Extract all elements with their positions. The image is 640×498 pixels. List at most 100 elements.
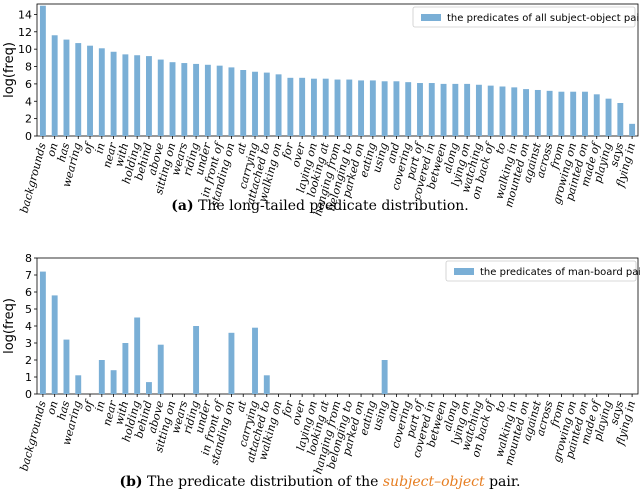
bar-a — [228, 67, 235, 136]
y-axis-label: log(freq) — [2, 298, 17, 354]
bar-a — [193, 63, 200, 136]
bar-a — [299, 77, 306, 136]
y-tick-label: 8 — [25, 61, 32, 74]
y-tick-label: 4 — [25, 320, 32, 333]
bar-b — [98, 360, 105, 394]
x-tick-label: to — [493, 399, 509, 413]
bar-a — [358, 80, 365, 136]
caption-a-text: The long-tailed predicate distribution. — [198, 198, 469, 214]
x-tick-label: in — [92, 399, 107, 413]
bar-a — [204, 64, 211, 136]
y-tick-label: 10 — [18, 43, 32, 56]
bar-a — [464, 83, 471, 136]
caption-b-text-pre: The predicate distribution of the — [147, 474, 379, 490]
legend-box — [445, 260, 637, 282]
bar-a — [393, 81, 400, 136]
y-tick-label: 1 — [25, 371, 32, 384]
x-tick-label: with — [112, 141, 131, 168]
legend-swatch — [454, 268, 474, 275]
bar-a — [252, 71, 258, 136]
legend-box — [412, 6, 636, 28]
bar-a — [181, 63, 188, 137]
bar-b — [39, 271, 46, 394]
y-tick-label: 6 — [25, 286, 32, 299]
bar-b — [122, 343, 129, 394]
bar-a — [63, 39, 70, 136]
x-tick-label: and — [384, 141, 402, 164]
bar-a — [169, 62, 176, 136]
bar-a — [134, 55, 141, 136]
bar-a — [122, 54, 129, 136]
bar-a — [452, 83, 459, 136]
bar-a — [157, 59, 164, 136]
bar-a — [558, 91, 565, 136]
y-tick-label: 0 — [25, 130, 32, 143]
x-tick-label: and — [384, 399, 402, 422]
bar-a — [593, 94, 600, 136]
legend-swatch — [421, 14, 441, 21]
bar-a — [487, 85, 494, 136]
bar-a — [546, 90, 553, 136]
y-tick-label: 5 — [25, 303, 32, 316]
x-tick-label: for — [279, 141, 296, 161]
y-axis-label: log(freq) — [2, 42, 17, 98]
bar-a — [629, 123, 636, 136]
x-tick-label: at — [234, 141, 250, 156]
bar-a — [39, 5, 46, 136]
x-tick-label: with — [112, 399, 131, 426]
bar-a — [334, 79, 341, 136]
legend-label: the predicates of man-board pair — [480, 267, 640, 278]
bar-a — [428, 83, 435, 136]
bar-b — [228, 332, 235, 394]
bar-a — [287, 77, 294, 136]
x-tick-label: over — [289, 399, 308, 427]
caption-b-label: (b) — [119, 474, 143, 490]
bar-b — [146, 382, 152, 394]
y-tick-label: 8 — [25, 252, 32, 265]
bar-a — [240, 70, 247, 136]
bar-a — [381, 81, 388, 136]
bar-a — [570, 91, 577, 136]
legend-label: the predicates of all subject-object pai… — [447, 13, 640, 24]
caption-b-text-italic: subject–object — [382, 474, 485, 490]
bar-a — [346, 79, 353, 136]
bar-a — [511, 87, 518, 136]
bar-b — [134, 317, 141, 394]
caption-b: (b) The predicate distribution of the su… — [0, 474, 640, 490]
bar-a — [369, 80, 376, 136]
bar-a — [322, 78, 329, 136]
x-tick-label: at — [234, 399, 250, 414]
bar-a — [617, 103, 624, 136]
x-tick-label: has — [55, 399, 73, 421]
y-tick-label: 4 — [25, 95, 32, 108]
x-tick-label: in — [92, 141, 107, 155]
bar-a — [87, 45, 93, 136]
bar-a — [310, 78, 317, 136]
bar-a — [605, 98, 612, 136]
bar-a — [582, 91, 588, 136]
y-tick-label: 3 — [25, 337, 32, 350]
bar-b — [75, 375, 82, 394]
bar-a — [523, 89, 529, 136]
y-tick-label: 0 — [25, 388, 32, 401]
bar-a — [475, 84, 482, 136]
bar-a — [75, 43, 82, 136]
bar-a — [417, 83, 423, 136]
bar-b — [252, 327, 258, 394]
caption-b-text-post: pair. — [489, 474, 521, 490]
x-tick-label: says — [607, 141, 626, 168]
caption-a-label: (a) — [171, 198, 194, 214]
bar-a — [51, 35, 58, 137]
y-tick-label: 12 — [18, 26, 32, 39]
x-tick-label: on — [44, 399, 60, 416]
x-tick-label: says — [607, 399, 626, 426]
bar-a — [534, 89, 541, 136]
y-tick-label: 2 — [25, 113, 32, 126]
bar-b — [193, 326, 200, 394]
y-tick-label: 7 — [25, 269, 32, 282]
bar-a — [440, 83, 447, 136]
bar-a — [146, 56, 152, 136]
y-tick-label: 6 — [25, 78, 32, 91]
bar-a — [405, 82, 412, 136]
